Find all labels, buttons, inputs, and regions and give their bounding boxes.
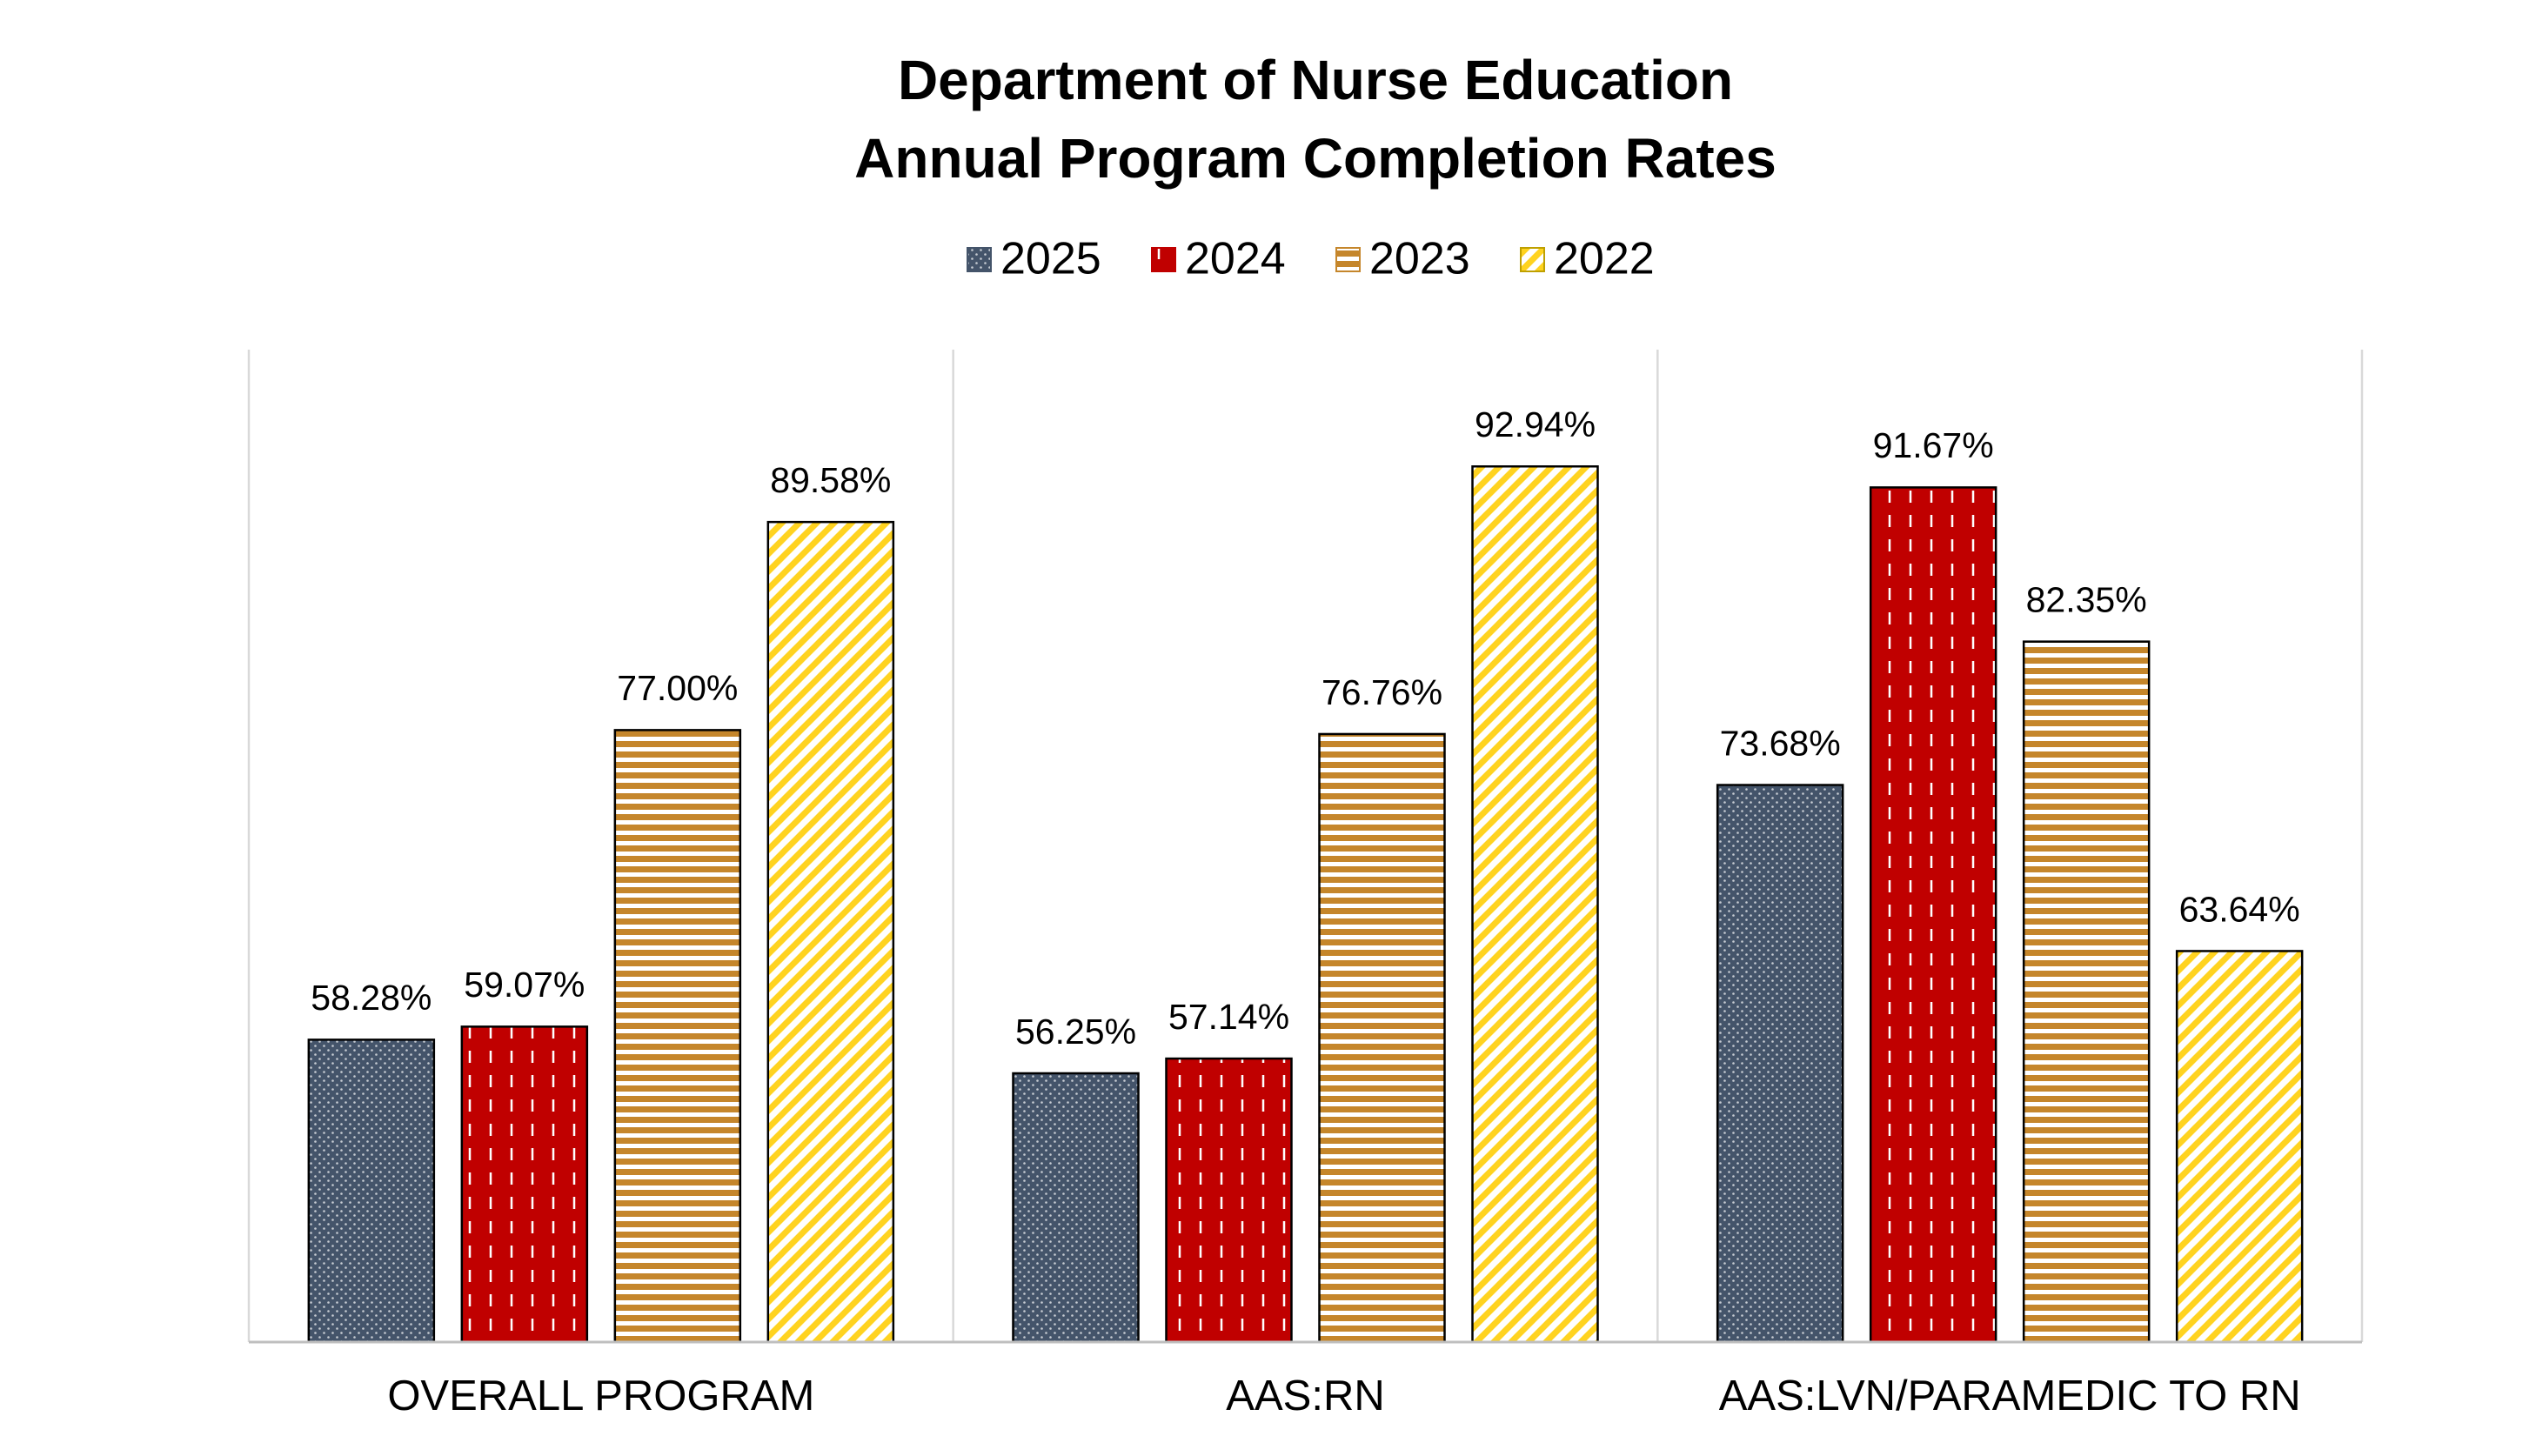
bar: [766, 520, 895, 1344]
data-label: 63.64%: [2179, 889, 2300, 929]
x-tick-label: AAS:LVN/PARAMEDIC TO RN: [1719, 1373, 2301, 1419]
bar: [2175, 950, 2304, 1344]
bar: [1165, 1057, 1293, 1344]
data-label: 57.14%: [1168, 997, 1289, 1037]
data-label: 58.28%: [311, 978, 432, 1018]
legend-label: 2023: [1369, 234, 1470, 284]
data-label: 82.35%: [2026, 579, 2147, 619]
bar: [2022, 640, 2151, 1344]
bar: [307, 1039, 436, 1344]
data-label: 77.00%: [617, 668, 738, 708]
bar: [1716, 784, 1844, 1344]
bar: [1471, 465, 1599, 1344]
bar: [613, 729, 742, 1344]
data-label: 92.94%: [1475, 404, 1596, 444]
legend-swatch: [1335, 247, 1361, 272]
legend-label: 2024: [1185, 234, 1286, 284]
chart-title: Department of Nurse Education: [898, 49, 1733, 111]
data-label: 89.58%: [770, 460, 891, 500]
legend-swatch: [967, 247, 992, 272]
bar: [1869, 486, 1997, 1344]
data-label: 59.07%: [464, 965, 585, 1005]
bar: [1318, 732, 1446, 1344]
legend-label: 2025: [1000, 234, 1101, 284]
bar: [1012, 1072, 1140, 1344]
data-label: 76.76%: [1322, 672, 1442, 712]
x-tick-label: OVERALL PROGRAM: [387, 1373, 814, 1419]
x-tick-label: AAS:RN: [1226, 1373, 1384, 1419]
legend-swatch: [1520, 247, 1545, 272]
legend-swatch: [1151, 247, 1176, 272]
bar: [460, 1025, 589, 1344]
data-label: 56.25%: [1015, 1012, 1136, 1052]
data-label: 91.67%: [1873, 425, 1994, 465]
data-label: 73.68%: [1720, 723, 1841, 763]
chart-title: Annual Program Completion Rates: [854, 127, 1777, 190]
legend-label: 2022: [1554, 234, 1655, 284]
